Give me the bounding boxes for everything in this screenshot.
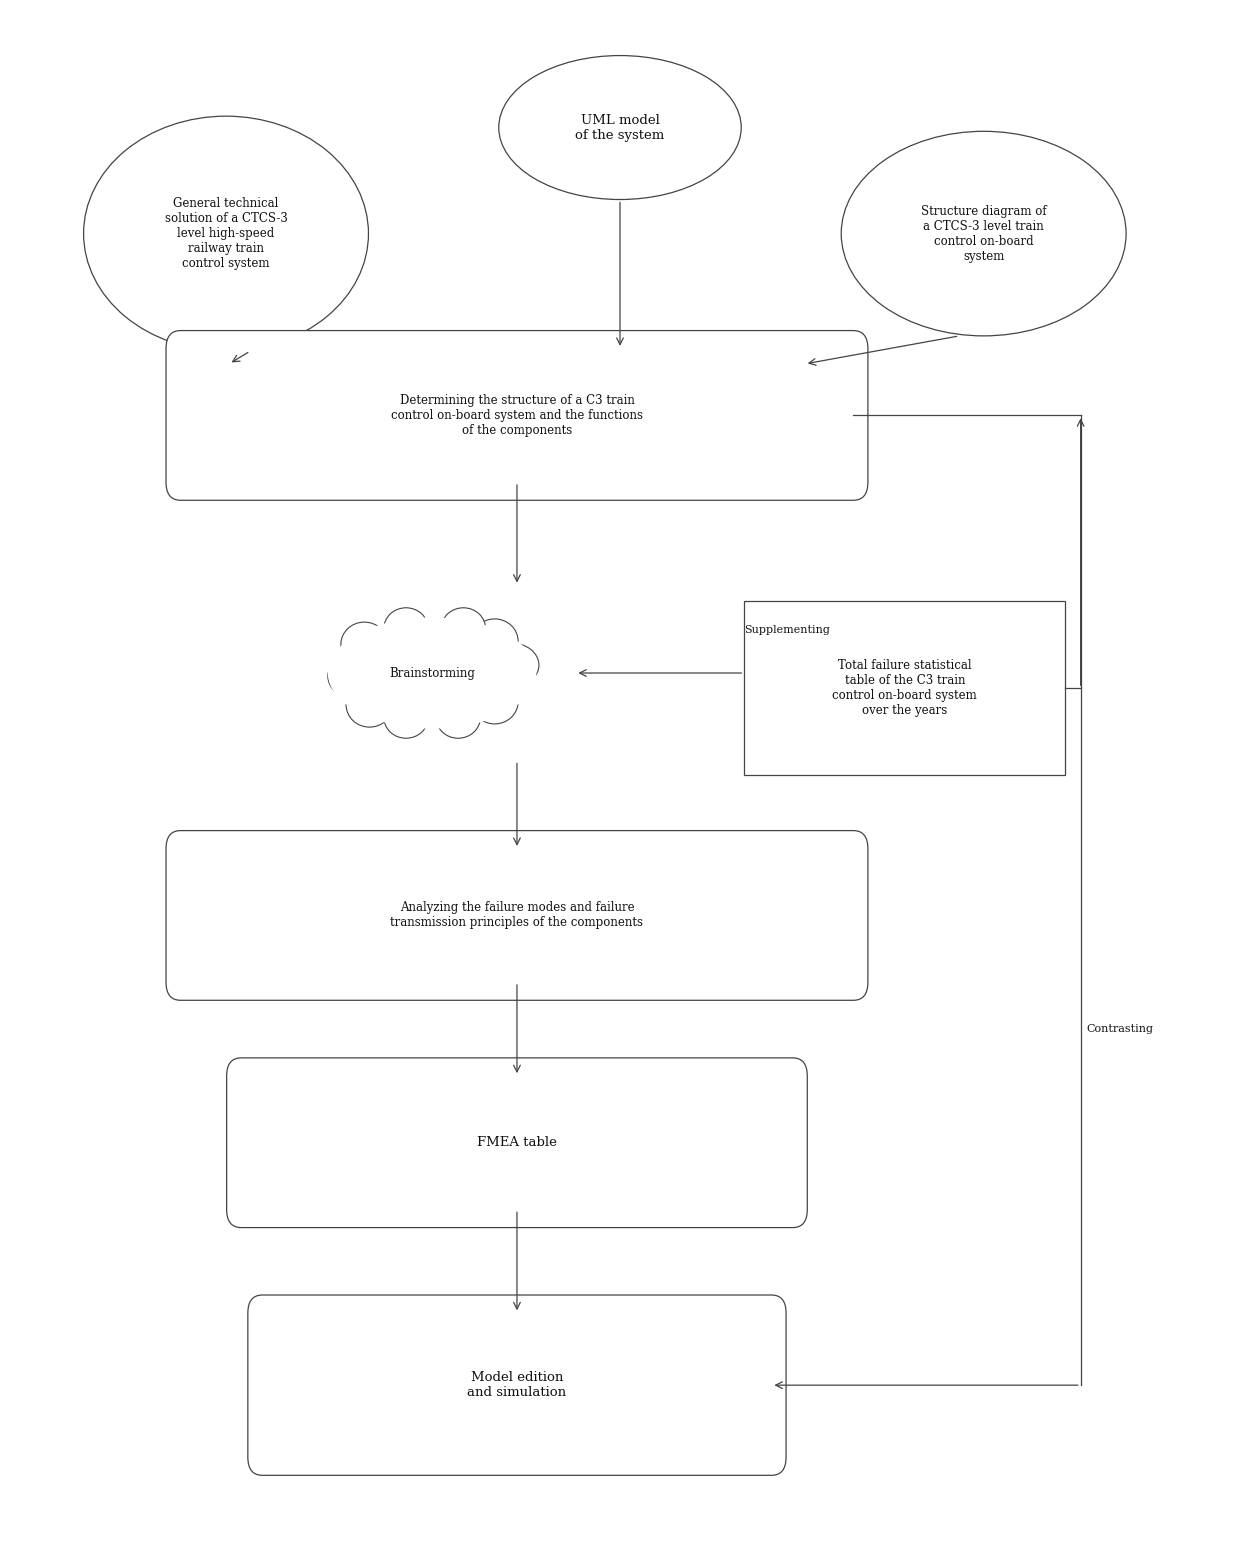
Ellipse shape <box>436 697 480 738</box>
Ellipse shape <box>471 619 518 663</box>
Text: Model edition
and simulation: Model edition and simulation <box>467 1372 567 1400</box>
Ellipse shape <box>471 679 518 724</box>
Text: Supplementing: Supplementing <box>744 625 830 636</box>
Ellipse shape <box>83 116 368 350</box>
Text: Contrasting: Contrasting <box>1086 1025 1153 1034</box>
Ellipse shape <box>384 697 428 738</box>
Text: Brainstorming: Brainstorming <box>389 667 475 679</box>
Ellipse shape <box>327 617 537 728</box>
Text: General technical
solution of a CTCS-3
level high-speed
railway train
control sy: General technical solution of a CTCS-3 l… <box>165 198 288 270</box>
Bar <box>744 602 1065 775</box>
Text: Determining the structure of a C3 train
control on-board system and the function: Determining the structure of a C3 train … <box>391 393 644 437</box>
Ellipse shape <box>481 643 539 687</box>
Ellipse shape <box>341 622 388 667</box>
Text: FMEA table: FMEA table <box>477 1136 557 1150</box>
Text: UML model
of the system: UML model of the system <box>575 114 665 142</box>
Ellipse shape <box>384 608 428 650</box>
Ellipse shape <box>327 654 379 699</box>
Text: Structure diagram of
a CTCS-3 level train
control on-board
system: Structure diagram of a CTCS-3 level trai… <box>921 205 1047 262</box>
Ellipse shape <box>841 131 1126 336</box>
Text: Analyzing the failure modes and failure
transmission principles of the component: Analyzing the failure modes and failure … <box>391 901 644 929</box>
Ellipse shape <box>346 682 393 727</box>
FancyBboxPatch shape <box>227 1058 807 1228</box>
FancyBboxPatch shape <box>166 830 868 1000</box>
FancyBboxPatch shape <box>248 1295 786 1475</box>
Ellipse shape <box>498 56 742 199</box>
Text: Total failure statistical
table of the C3 train
control on-board system
over the: Total failure statistical table of the C… <box>832 659 977 717</box>
Ellipse shape <box>441 608 486 650</box>
FancyBboxPatch shape <box>166 330 868 500</box>
